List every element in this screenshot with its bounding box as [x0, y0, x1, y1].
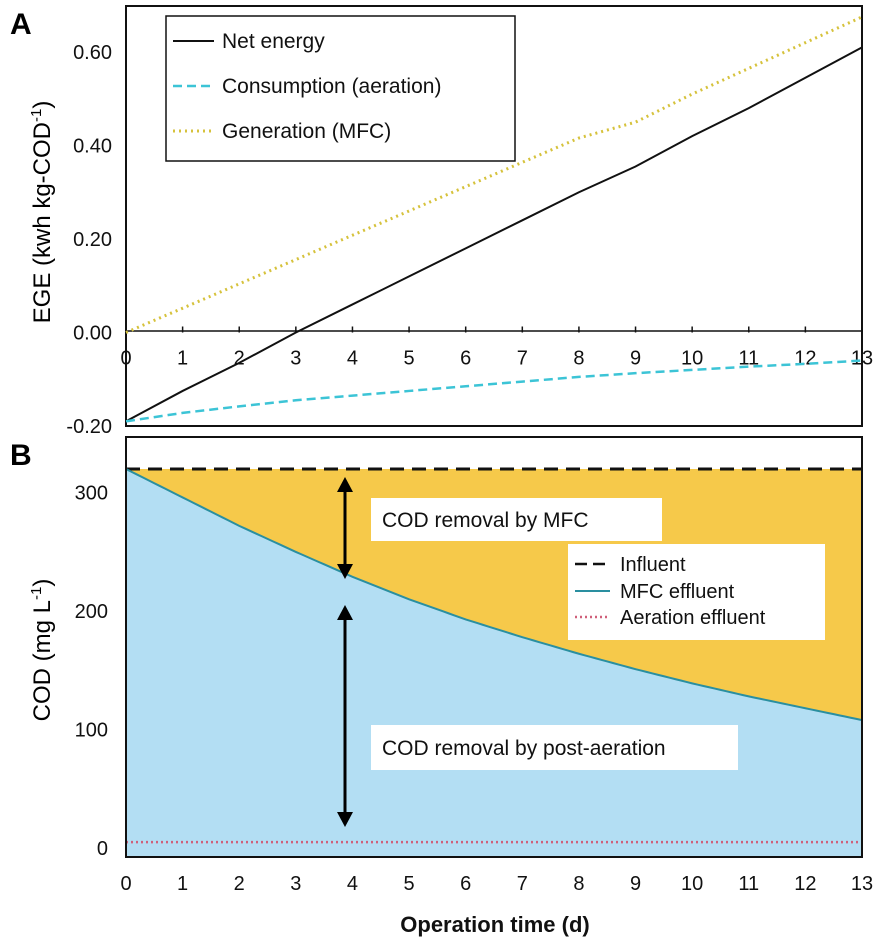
panel-a-series-line-0	[125, 46, 863, 423]
panel-b-y-axis-title: COD (mg L-1)	[28, 579, 56, 722]
panel-a-x-tick-label: 13	[851, 348, 873, 370]
panel-a-x-tick-label: 5	[404, 348, 415, 370]
panel-a-x-tick-label: 11	[738, 348, 759, 370]
panel-a-x-tick-label: 6	[460, 348, 471, 370]
panel-a-y-axis-title: EGE (kwh kg-COD-1)	[28, 101, 56, 324]
panel-b-x-tick-label: 12	[794, 873, 816, 895]
legend-label-consumption: Consumption (aeration)	[222, 75, 441, 98]
panel-b-frame	[125, 436, 863, 858]
legend-label-aeration-effluent: Aeration effluent	[620, 607, 766, 629]
panel-a: A 0.600.400.200.00-0.20 0 1 2 3 4 5 6 7 8 9 10 11 12…	[10, 5, 873, 438]
mfc-effluent-line	[125, 468, 863, 722]
panel-b-x-tick-label: 2	[234, 873, 245, 895]
panel-b-y-tick-label: 300	[75, 483, 108, 505]
panel-b-legend-box	[568, 544, 825, 640]
anno-aeration-box	[371, 725, 738, 770]
panel-a-y-tick-label: 0.00	[73, 323, 112, 345]
legend-label-generation: Generation (MFC)	[222, 120, 391, 143]
panel-a-y-ticks: 0.60 0.40 0.20 0.00 -0.20	[66, 42, 112, 438]
panel-b-x-tick-label: 10	[681, 873, 703, 895]
panel-b-y-tick-label: 100	[75, 720, 108, 742]
panel-b-x-tick-label: 0	[120, 873, 131, 895]
panel-a-x-tick-label: 7	[517, 348, 528, 370]
panel-a-x-tick-label: 10	[681, 348, 703, 370]
panel-a-y-tick-label: 0.40	[73, 136, 112, 158]
panel-b-x-ticks: 0 1 2 3 4 5 6 7 8 9 10 11 12 13	[120, 873, 873, 895]
panel-b-x-tick-label: 4	[347, 873, 358, 895]
panel-b-x-tick-label: 8	[573, 873, 584, 895]
panel-a-x-tick-label: 12	[794, 348, 816, 370]
panel-b-y-tick-label: 0	[97, 838, 108, 860]
panel-b-series	[125, 467, 863, 844]
panel-b-top-strip	[126, 437, 862, 469]
panel-a-y-tick-label: 0.20	[73, 229, 112, 251]
panel-a-x-tick-label: 4	[347, 348, 358, 370]
legend-label-net-energy: Net energy	[222, 30, 325, 53]
panel-b-x-tick-label: 6	[460, 873, 471, 895]
panel-a-x-tick-label: 8	[573, 348, 584, 370]
panel-b-y-tick-label: 200	[75, 601, 108, 623]
panel-b-x-tick-label: 3	[290, 873, 301, 895]
panel-a-y-tick-label: 0.60	[73, 42, 112, 64]
panel-b-x-tick-label: 7	[517, 873, 528, 895]
panel-a-legend-box	[165, 15, 516, 162]
panel-a-x-tick-label: 2	[234, 348, 245, 370]
panel-a-x-tick-label: 9	[630, 348, 641, 370]
panel-b-legend: Influent MFC effluent Aeration effluent	[568, 544, 825, 640]
panel-b-letter: B	[10, 439, 32, 472]
panel-b-x-axis-title: Operation time (d)	[400, 912, 589, 937]
panel-b-x-tick-label: 13	[851, 873, 873, 895]
panel-a-series-line-2	[125, 15, 863, 334]
anno-mfc-box	[371, 498, 662, 541]
panel-b-x-tick-label: 1	[177, 873, 188, 895]
panel-a-y-tick-label: -0.20	[66, 416, 112, 438]
legend-label-influent: Influent	[620, 554, 686, 576]
panel-a-x-tick-label: 1	[177, 348, 188, 370]
arrow-aeration-removal	[337, 605, 353, 827]
anno-mfc-label: COD removal by MFC	[382, 509, 589, 532]
panel-a-x-tick-label: 0	[120, 348, 131, 370]
legend-label-mfc-effluent: MFC effluent	[620, 581, 735, 603]
anno-aeration-label: COD removal by post-aeration	[382, 737, 666, 760]
panel-a-series	[125, 15, 863, 423]
arrow-mfc-removal	[337, 477, 353, 579]
panel-b-x-tick-label: 11	[738, 873, 759, 895]
panel-a-series-line-1	[125, 359, 863, 423]
panel-a-legend: Net energy Consumption (aeration) Genera…	[165, 15, 516, 162]
panel-b-y-ticks: 300 200 100 0	[75, 483, 108, 860]
panel-b-x-tick-label: 5	[404, 873, 415, 895]
panel-a-x-tick-label: 3	[290, 348, 301, 370]
panel-a-letter: A	[10, 8, 32, 41]
panel-b-x-tick-label: 9	[630, 873, 641, 895]
